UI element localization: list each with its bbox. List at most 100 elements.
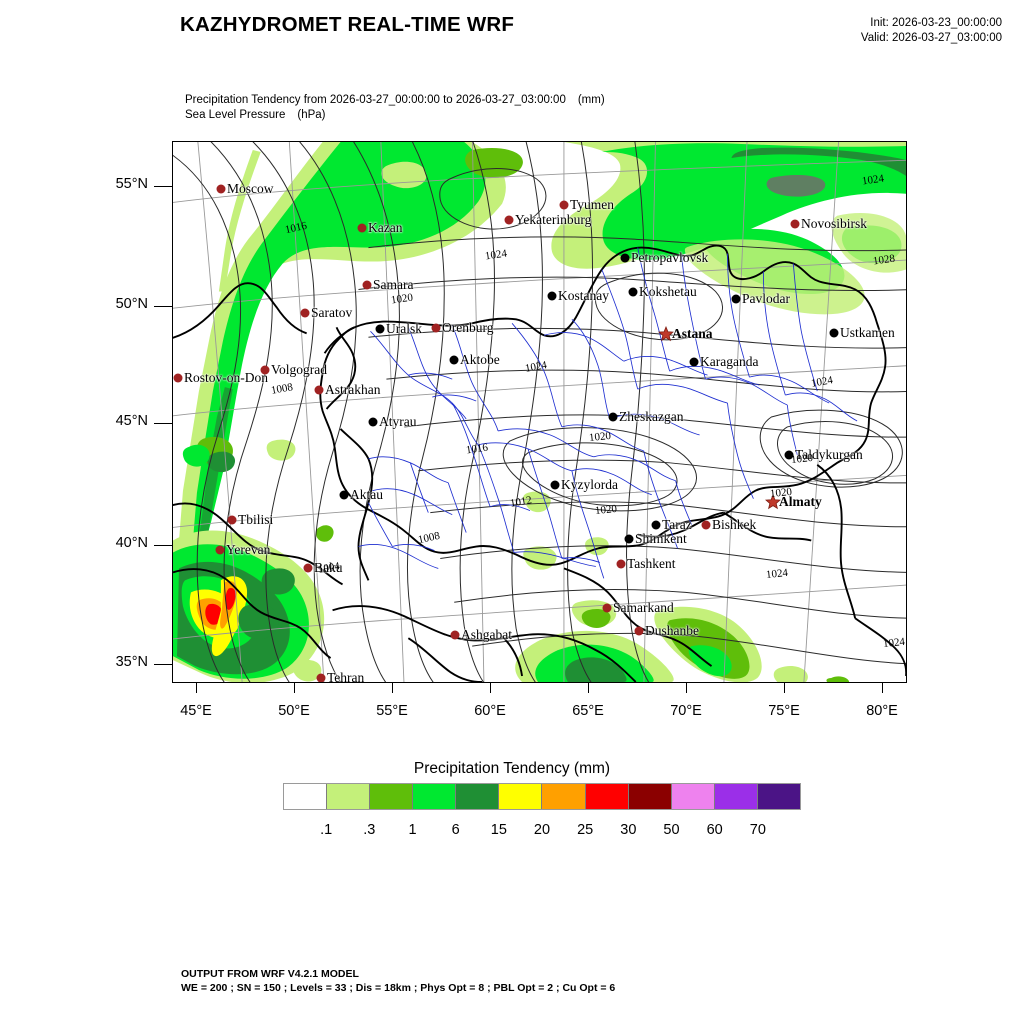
city-dot	[616, 559, 626, 569]
city-dot	[689, 357, 699, 367]
latitude-tick-mark	[154, 664, 173, 666]
colorbar-tick-label: 25	[577, 822, 594, 838]
city-label: Zheskazgan	[619, 409, 684, 424]
latitude-tick-label: 55°N	[115, 176, 148, 192]
valid-time: Valid: 2026-03-27_03:00:00	[860, 31, 1002, 44]
footer-line-2: WE = 200 ; SN = 150 ; Levels = 33 ; Dis …	[181, 981, 616, 994]
city-label: Moscow	[227, 181, 274, 196]
longitude-tick-label: 60°E	[474, 703, 506, 719]
longitude-tick-label: 80°E	[866, 703, 898, 719]
city-label: Orenburg	[442, 320, 494, 335]
colorbar-swatch[interactable]	[542, 784, 586, 809]
city-dot	[504, 215, 514, 225]
precip-units: (mm)	[577, 94, 605, 106]
city-dot	[608, 412, 618, 422]
city-dot	[375, 324, 385, 334]
city-dot	[173, 373, 183, 383]
model-output-footer: OUTPUT FROM WRF V4.2.1 MODEL WE = 200 ; …	[181, 968, 615, 995]
longitude-tick-label: 70°E	[670, 703, 702, 719]
colorbar-tick-label: 30	[620, 822, 637, 838]
city-dot	[624, 534, 634, 544]
isobar-label: 1024	[765, 566, 789, 582]
city-label: Shimkent	[635, 531, 687, 546]
longitude-tick-mark	[294, 683, 296, 693]
city-label: Bishkek	[712, 517, 757, 532]
city-dot	[314, 385, 324, 395]
city-dot	[368, 417, 378, 427]
colorbar-swatch[interactable]	[284, 784, 328, 809]
colorbar-tick-label: 15	[490, 822, 507, 838]
colorbar-swatch[interactable]	[757, 784, 800, 809]
colorbar-swatch[interactable]	[499, 784, 543, 809]
city-label: Almaty	[779, 494, 822, 509]
city-label: Uralsk	[386, 321, 422, 336]
colorbar-tick-label: 60	[706, 822, 723, 838]
city-dot	[790, 219, 800, 229]
city-label: Ashgabat	[461, 627, 512, 642]
city-dot	[731, 294, 741, 304]
longitude-tick-mark	[196, 683, 198, 693]
colorbar-swatch[interactable]	[456, 784, 500, 809]
city-label: Atyrau	[379, 414, 417, 429]
colorbar[interactable]	[283, 783, 801, 810]
latitude-tick-mark	[154, 423, 173, 425]
run-info: Init: 2026-03-23_00:00:00 Valid: 2026-03…	[861, 16, 1002, 45]
city-dot	[547, 291, 557, 301]
city-dot	[602, 603, 612, 613]
city-label: Tyumen	[570, 197, 615, 212]
colorbar-swatch[interactable]	[671, 784, 715, 809]
city-label: Petropavlovsk	[631, 250, 709, 265]
isobar-label: 1020	[790, 451, 814, 467]
city-label: Astrakhan	[325, 382, 381, 397]
colorbar-tick-label: .3	[363, 822, 376, 838]
city-dot	[701, 520, 711, 530]
colorbar-swatch[interactable]	[714, 784, 758, 809]
colorbar-swatch[interactable]	[628, 784, 672, 809]
city-dot	[449, 355, 459, 365]
latitude-tick-mark	[154, 306, 173, 308]
city-label: Astana	[672, 326, 713, 341]
init-time: Init: 2026-03-23_00:00:00	[870, 17, 1002, 29]
latitude-tick-label: 35°N	[115, 654, 148, 670]
latitude-tick-label: 45°N	[115, 413, 148, 429]
colorbar-tick-label: 1	[408, 822, 417, 838]
isobar-label: 1020	[594, 502, 618, 518]
city-label: Samara	[373, 277, 414, 292]
weather-map[interactable]: Moscow Kazan Tyumen Yekaterinburg Novosibirs…	[172, 141, 907, 683]
longitude-tick-mark	[490, 683, 492, 693]
slp-units: (hPa)	[297, 109, 326, 121]
city-dot	[651, 520, 661, 530]
city-label: Rostov-on-Don	[184, 370, 268, 385]
city-dot	[303, 563, 313, 573]
colorbar-swatch[interactable]	[413, 784, 457, 809]
longitude-tick-label: 55°E	[376, 703, 408, 719]
city-dot	[357, 223, 367, 233]
city-label: Yerevan	[226, 542, 271, 557]
city-dot	[829, 328, 839, 338]
subtitle-line-2: Sea Level Pressure (hPa)	[185, 108, 605, 123]
latitude-tick-mark	[154, 186, 173, 188]
footer-line-1: OUTPUT FROM WRF V4.2.1 MODEL	[181, 968, 359, 980]
plot-subtitle: Precipitation Tendency from 2026-03-27_0…	[185, 93, 605, 123]
isobar-label: 1020	[588, 429, 612, 445]
city-dot	[784, 450, 794, 460]
colorbar-tick-label: 70	[749, 822, 766, 838]
city-label: Taraz	[662, 517, 692, 532]
city-label: Baku	[314, 560, 343, 575]
city-dot	[316, 673, 326, 682]
city-label: Tehran	[327, 670, 365, 683]
colorbar-swatch[interactable]	[370, 784, 414, 809]
city-label: Kokshetau	[639, 284, 697, 299]
colorbar-swatch[interactable]	[585, 784, 629, 809]
city-dot	[431, 323, 441, 333]
city-label: Ustkamen	[840, 325, 895, 340]
city-label: Karaganda	[700, 354, 759, 369]
longitude-tick-mark	[882, 683, 884, 693]
city-dot	[634, 626, 644, 636]
colorbar-tick-label: 50	[663, 822, 680, 838]
city-label: Saratov	[311, 305, 353, 320]
colorbar-swatch[interactable]	[327, 784, 371, 809]
capital-star-icon	[658, 326, 674, 342]
city-label: Pavlodar	[742, 291, 790, 306]
city-label: Tbilisi	[238, 512, 274, 527]
